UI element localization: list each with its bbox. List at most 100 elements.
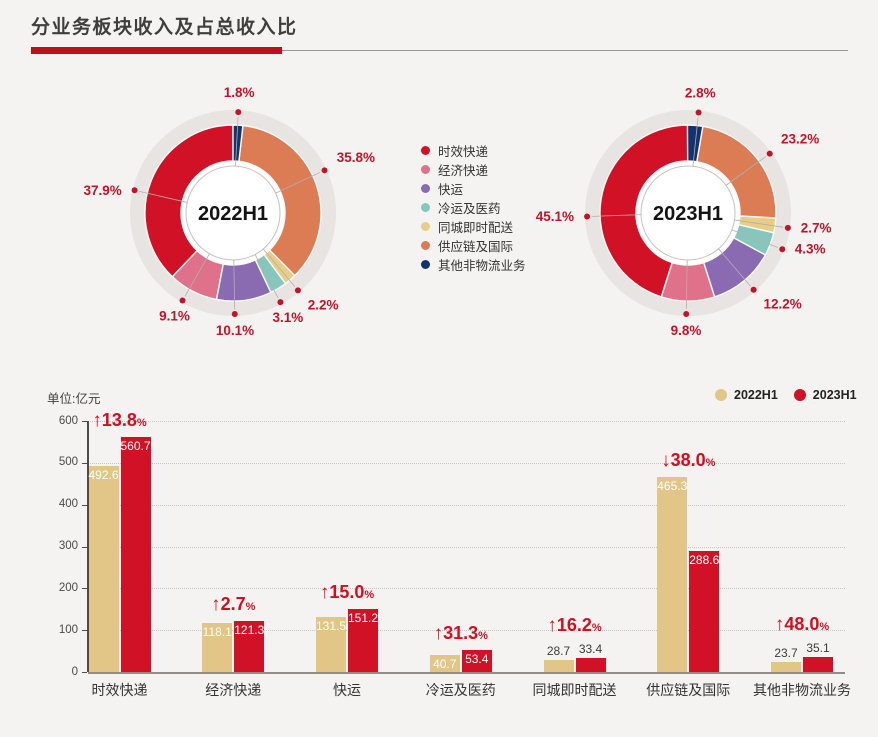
gridline [88,588,845,590]
gridline [88,630,845,632]
label-dot [766,150,773,157]
x-axis-line [88,672,845,674]
change-badge: ↓ 38.0% [661,450,715,471]
bar-2023H1-经济快递: 121.3 [234,621,264,672]
donut-slice [144,124,234,278]
donut-slice [238,124,322,277]
bar-2022H1-快运: 131.5 [316,616,346,672]
category-label-同城即时配送: 同城即时配送 [532,682,617,698]
label-dot [179,297,186,304]
page-title: 分业务板块收入及占总收入比 [31,17,298,38]
change-percent-sign: % [591,622,602,635]
change-percent-sign: % [819,621,830,634]
bar-legend-item-2023H1: 2023H1 [793,388,857,402]
leader-line [734,219,784,228]
arrow-up-icon: ↑ [211,594,221,616]
bar-value-label: 33.4 [578,642,603,657]
legend-item-label: 冷运及医药 [438,202,501,216]
legend-item-时效快递: 时效快递 [421,141,526,160]
donut-charts: 37.9% 9.1% 10.1% 3.1% 2.2% 35.8% 1.8% 2022H1 45.… [84,85,832,338]
legend-dot-icon [421,184,430,193]
bar-2023H1-其他非物流业务 [803,657,833,672]
change-percent-sign: % [705,457,716,470]
y-axis-label: 300 [58,540,78,552]
y-axis-tick [82,504,87,506]
change-badge: ↑ 15.0% [320,582,374,603]
bar-2023H1-供应链及国际: 288.6 [689,551,719,672]
title-rule-gray [282,50,848,51]
donut-slice [599,124,689,298]
y-axis-line [87,421,89,672]
leader-line [718,248,751,287]
change-percent-sign: % [245,601,256,614]
legend-item-供应链及国际: 供应链及国际 [421,236,526,255]
y-axis-tick [82,421,87,422]
donut-percentage-label: 4.3% [795,242,826,257]
bar-2022H1-同城即时配送 [543,659,574,672]
leader-line [184,253,210,297]
leader-line [592,214,642,217]
bar-value-label: 23.7 [774,646,798,661]
bar-2023H1-同城即时配送 [575,658,606,672]
donut-slice [171,249,225,301]
bar-value-label: 560.7 [120,439,151,454]
gridline [88,462,845,464]
leader-line [685,259,688,309]
change-value: 13.8 [101,410,137,431]
bar-2022H1-经济快递: 118.1 [202,622,233,672]
legend-dot-icon [421,165,430,174]
legend-item-同城即时配送: 同城即时配送 [421,217,526,236]
y-axis-label: 500 [58,456,78,469]
change-value: 16.2 [556,615,592,636]
leader-line [233,259,236,309]
legend-item-冷运及医药: 冷运及医药 [421,198,526,217]
donut-percentage-label: 9.8% [671,323,702,338]
donut-percentage-label: 9.1% [159,308,190,323]
donut-center-circle [181,161,285,265]
legend-item-label: 其他非物流业务 [438,259,526,273]
label-dot [779,246,786,253]
bar-value-label: 121.3 [234,623,265,638]
bar-2022H1-其他非物流业务 [771,662,801,672]
legend-item-label: 时效快递 [438,145,489,159]
label-dot [784,224,791,231]
bar-value-label: 151.2 [348,610,379,625]
leader-line [262,248,296,287]
bar-2023H1-快运: 151.2 [348,608,379,672]
bar-legend-label: 2023H1 [812,388,857,402]
leader-line [731,229,778,248]
change-percent-sign: % [478,629,488,642]
donut-percentage-label: 23.2% [781,132,819,147]
legend-item-label: 供应链及国际 [438,240,514,254]
bar-value-label: 288.6 [689,553,720,568]
bar-legend-dot-icon [793,389,806,401]
change-badge: ↑ 31.3% [434,623,488,644]
arrow-up-icon: ↑ [774,614,785,636]
donut-center-label: 2023H1 [653,203,723,225]
arrow-down-icon: ↓ [661,450,671,472]
legend-dot-icon [421,241,430,250]
change-value: 48.0 [784,614,820,635]
change-value: 2.7 [220,594,246,615]
change-badge: ↑ 2.7% [211,594,255,615]
donut-slice [732,223,775,256]
bar-value-label: 492.6 [88,467,119,482]
donut-slice [254,253,287,294]
donut-percentage-label: 45.1% [536,209,574,224]
donut-slice [232,124,244,163]
category-label-快运: 快运 [333,682,361,698]
gridline [88,546,845,548]
label-dot [277,299,284,306]
label-dot [294,287,301,294]
legend-item-label: 同城即时配送 [438,221,514,235]
donut-percentage-label: 2.8% [685,86,716,101]
y-axis-tick [82,630,87,632]
donut-percentage-label: 2.7% [801,220,832,235]
bar-value-label: 28.7 [546,643,571,658]
legend-item-经济快递: 经济快递 [421,160,526,179]
donut-percentage-label: 3.1% [273,310,304,325]
bar-value-label: 40.7 [433,656,457,671]
category-label-时效快递: 时效快递 [91,682,148,698]
legend-dot-icon [421,203,430,212]
